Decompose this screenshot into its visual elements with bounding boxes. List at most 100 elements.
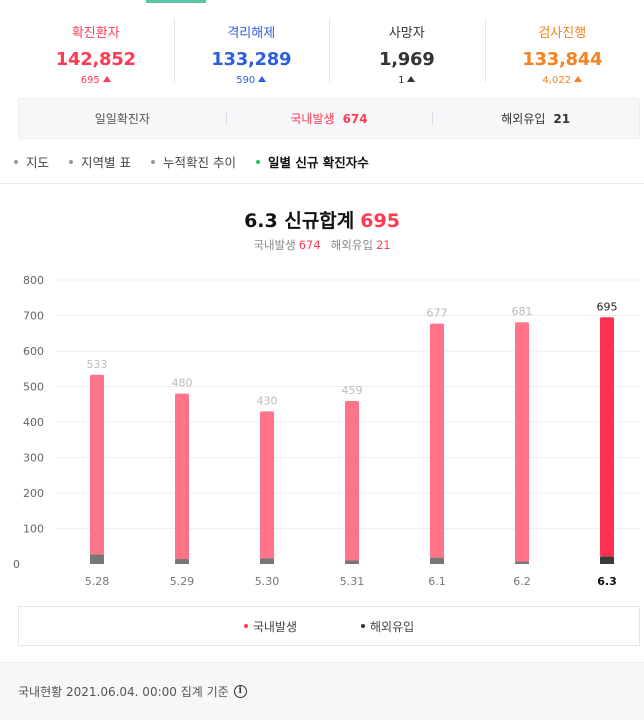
bullet-icon (69, 159, 74, 164)
y-tick-label: 200 (23, 487, 44, 500)
stat-delta-value: 695 (80, 75, 100, 86)
tab-daily-new-cases[interactable]: 일별 신규 확진자수 (255, 152, 369, 171)
y-tick-label: 100 (23, 523, 44, 536)
up-arrow-icon (407, 76, 416, 82)
x-tick-label: 6.3 (597, 575, 617, 588)
x-tick-label: 5.30 (255, 575, 280, 588)
stat-label: 확진환자 (71, 26, 120, 41)
bar-domestic (515, 322, 529, 562)
stat-value: 142,852 (55, 49, 136, 70)
bar-overseas (515, 561, 529, 564)
x-tick-label: 5.31 (340, 575, 365, 588)
stat-label: 격리해제 (227, 26, 276, 41)
x-tick-label: 6.1 (428, 575, 446, 588)
chart-sub-domestic-label: 국내발생 (253, 238, 296, 252)
stat-released[interactable]: 격리해제 133,289 590 (173, 8, 330, 90)
bar-total-label: 459 (342, 384, 363, 397)
bar-domestic (90, 374, 104, 555)
bar-domestic (600, 317, 614, 557)
domestic-summary: 국내발생 674 (225, 110, 433, 127)
stat-value: 133,289 (211, 49, 292, 70)
legend-label: 해외유입 (370, 619, 415, 634)
bar-overseas (600, 556, 614, 564)
bar-overseas (345, 560, 359, 564)
stat-deaths[interactable]: 사망자 1,969 1 (329, 8, 485, 90)
tab-label: 지도 (26, 155, 50, 170)
bar-overseas (90, 554, 104, 564)
bar-domestic (430, 323, 444, 558)
legend-dot-icon (361, 624, 365, 628)
y-tick-label: 800 (23, 274, 44, 287)
overseas-summary-value: 21 (553, 112, 571, 126)
chart-legend: 국내발생 해외유입 (18, 606, 640, 646)
domestic-summary-label: 국내발생 (290, 112, 335, 126)
overseas-summary: 해외유입 21 (432, 110, 639, 127)
bar-total-label: 533 (87, 358, 108, 371)
stat-delta-value: 4,022 (542, 75, 572, 86)
bar-total-label: 677 (427, 307, 448, 320)
chart-sub-overseas-label: 해외유입 (330, 238, 373, 252)
bar-total-label: 480 (172, 377, 193, 390)
stat-delta: 4,022 (485, 75, 641, 86)
bar-overseas (175, 559, 189, 564)
y-tick-label: 0 (13, 558, 20, 571)
stat-value: 1,969 (379, 49, 435, 70)
stat-delta-value: 1 (398, 75, 405, 86)
bullet-icon (14, 159, 18, 164)
stat-label: 사망자 (388, 26, 425, 41)
bar-total-label: 430 (257, 394, 278, 407)
bar-overseas (260, 558, 274, 564)
tab-map[interactable]: 지도 (14, 152, 49, 171)
up-arrow-icon (574, 76, 583, 82)
legend-label: 국내발생 (252, 619, 297, 634)
stat-delta-value: 590 (236, 75, 256, 86)
daily-summary-bar: 일일확진자 국내발생 674 해외유입 21 (18, 98, 640, 139)
stat-delta: 590 (174, 75, 330, 86)
tab-regional-table[interactable]: 지역별 표 (69, 152, 131, 171)
stat-delta: 1 (329, 75, 485, 86)
tab-cumulative-trend[interactable]: 누적확진 추이 (151, 152, 236, 171)
chart-title-total: 695 (360, 210, 400, 232)
stat-delta: 695 (18, 75, 174, 86)
bar-total-label: 681 (512, 305, 533, 318)
up-arrow-icon (102, 76, 111, 82)
y-tick-label: 600 (23, 345, 44, 358)
domestic-summary-value: 674 (342, 112, 368, 126)
x-tick-label: 6.2 (513, 575, 531, 588)
chart-sub-overseas-value: 21 (375, 238, 391, 252)
bullet-icon (151, 159, 155, 164)
daily-cases-bar-chart: 0 100 200 300 400 500 600 700 800 533 5.28 480 5.29 4… (13, 274, 640, 588)
bar-overseas (430, 557, 444, 564)
legend-item-domestic[interactable]: 국내발생 (243, 618, 297, 635)
bullet-icon (255, 159, 260, 164)
chart-title-prefix: 6.3 신규합계 (244, 210, 355, 232)
stat-confirmed[interactable]: 확진환자 142,852 695 (18, 8, 174, 90)
chart-subtitle: 국내발생 674 해외유입 21 (0, 237, 644, 253)
footer-text: 국내현황 2021.06.04. 00:00 집계 기준 (18, 685, 229, 699)
daily-label: 일일확진자 (19, 110, 226, 127)
bar-domestic (345, 401, 359, 561)
daily-label-text: 일일확진자 (94, 112, 150, 126)
tab-label: 일별 신규 확진자수 (267, 155, 369, 170)
active-tab-indicator (146, 0, 206, 3)
y-tick-label: 700 (23, 310, 44, 323)
stats-summary: 확진환자 142,852 695 격리해제 133,289 590 사망자 1,… (18, 8, 640, 90)
bar-domestic (175, 393, 189, 560)
stat-label: 검사진행 (538, 26, 587, 41)
y-tick-label: 500 (23, 381, 44, 394)
stat-testing[interactable]: 검사진행 133,844 4,022 (484, 8, 641, 90)
tab-label: 지역별 표 (81, 155, 131, 170)
divider (0, 183, 644, 184)
x-tick-label: 5.28 (85, 575, 110, 588)
x-tick-label: 5.29 (170, 575, 195, 588)
legend-dot-icon (243, 624, 248, 628)
overseas-summary-label: 해외유입 (501, 112, 546, 126)
bar-domestic (260, 411, 274, 559)
chart-sub-domestic-value: 674 (298, 238, 321, 252)
legend-item-overseas[interactable]: 해외유입 (361, 618, 414, 635)
y-tick-label: 300 (23, 452, 44, 465)
up-arrow-icon (258, 76, 267, 82)
stat-value: 133,844 (522, 49, 603, 70)
info-icon[interactable]: i (233, 685, 247, 698)
bar-total-label: 695 (597, 300, 618, 313)
